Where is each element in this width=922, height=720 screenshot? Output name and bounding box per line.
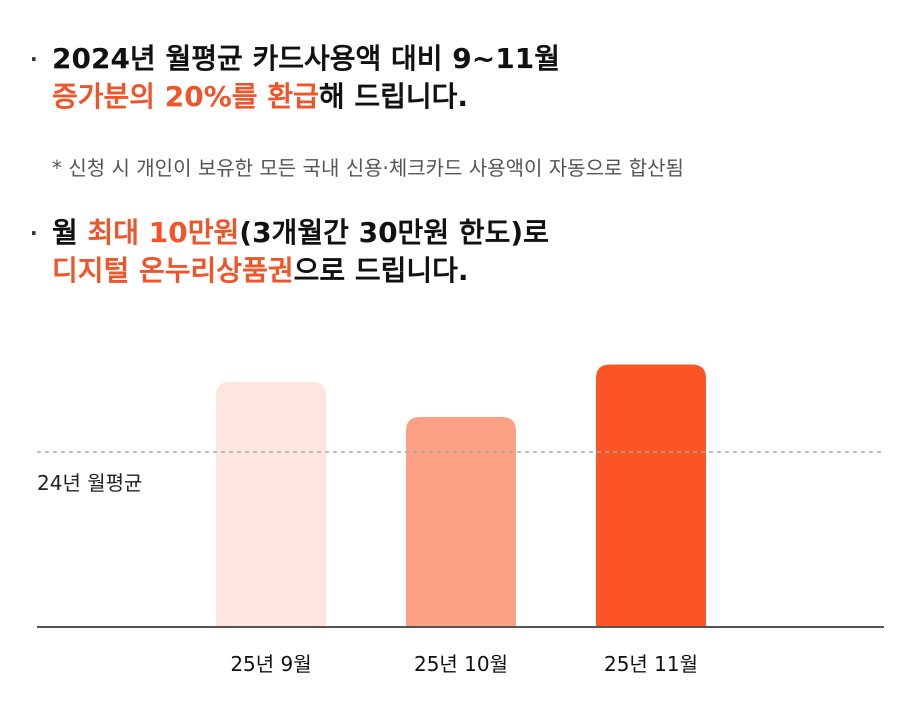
refund-highlight: 증가분의 20%를 환급 bbox=[52, 80, 319, 113]
note-text: * 신청 시 개인이 보유한 모든 국내 신용·체크카드 사용액이 자동으로 합… bbox=[52, 156, 684, 180]
bullet-refund: · 2024년 월평균 카드사용액 대비 9~11월 증가분의 20%를 환급해… bbox=[30, 40, 560, 116]
refund-suffix: 해 드립니다. bbox=[318, 80, 469, 113]
bullet-refund-line2: 증가분의 20%를 환급해 드립니다. bbox=[30, 78, 560, 116]
refund-text: 2024년 월평균 카드사용액 대비 9~11월 bbox=[52, 42, 560, 75]
voucher-highlight: 디지털 온누리상품권 bbox=[52, 254, 294, 287]
x-tick-label: 25년 9월 bbox=[230, 652, 311, 676]
average-label: 24년 월평균 bbox=[37, 471, 142, 495]
voucher-limit: (3개월간 30만원 한도)로 bbox=[239, 216, 549, 249]
bullet-voucher-line2: 디지털 온누리상품권으로 드립니다. bbox=[30, 252, 549, 290]
voucher-max: 최대 10만원 bbox=[87, 216, 240, 249]
x-tick-label: 25년 10월 bbox=[414, 652, 508, 676]
voucher-prefix: 월 bbox=[52, 216, 88, 249]
bullet-refund-line1: · 2024년 월평균 카드사용액 대비 9~11월 bbox=[30, 40, 560, 78]
bar-chart: 24년 월평균 25년 9월 25년 10월 25년 11월 bbox=[37, 364, 884, 676]
bar-2 bbox=[406, 417, 516, 627]
bullet-dot: · bbox=[30, 47, 38, 71]
bar-1 bbox=[216, 382, 326, 627]
bullet-voucher-line1: · 월 최대 10만원(3개월간 30만원 한도)로 bbox=[30, 214, 549, 252]
bar-3 bbox=[596, 364, 706, 627]
bullet-voucher: · 월 최대 10만원(3개월간 30만원 한도)로 디지털 온누리상품권으로 … bbox=[30, 214, 549, 290]
bullet-dot: · bbox=[30, 221, 38, 245]
x-tick-label: 25년 11월 bbox=[604, 652, 698, 676]
voucher-suffix: 으로 드립니다. bbox=[293, 254, 469, 287]
